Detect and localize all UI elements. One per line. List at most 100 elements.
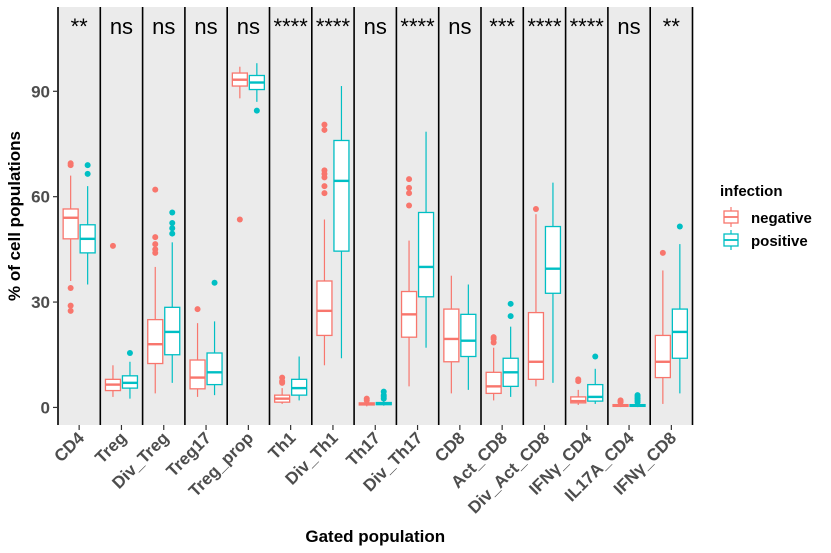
outlier-point: [406, 176, 413, 183]
significance-label: ****: [274, 14, 309, 39]
outlier-point: [676, 223, 683, 230]
positive-box-IFNγ_CD8: [671, 223, 688, 394]
outlier-point: [84, 162, 91, 169]
negative-box-Act_CD8: [485, 334, 502, 401]
x-axis-title: Gated population: [305, 527, 445, 546]
outlier-point: [380, 395, 387, 402]
y-axis-title: % of cell populations: [5, 131, 24, 301]
negative-box-CD4: [62, 160, 79, 314]
positive-box-Treg_prop: [248, 63, 266, 114]
positive-box-CD8: [460, 284, 477, 390]
outlier-point: [659, 249, 666, 256]
significance-label: ns: [448, 14, 471, 39]
panel-background: [481, 7, 524, 425]
outlier-point: [634, 399, 641, 406]
outlier-point: [321, 121, 328, 128]
positive-box-Div_Treg: [164, 209, 181, 383]
box-body: [570, 396, 587, 404]
positive-box-IL17A_CD4: [629, 392, 646, 408]
panel-background: [227, 7, 270, 425]
negative-box-Treg17: [189, 306, 206, 397]
positive-box-IFNγ_CD4: [587, 353, 604, 404]
outlier-point: [152, 186, 159, 193]
legend-title: infection: [720, 183, 783, 200]
negative-box-Treg: [104, 242, 122, 397]
box-body: [206, 352, 223, 386]
box-body: [527, 311, 545, 380]
positive-box-Treg: [121, 349, 139, 399]
panel-background: [269, 7, 312, 425]
significance-label: ****: [570, 14, 605, 39]
outlier-point: [507, 300, 514, 307]
outlier-point: [592, 353, 599, 360]
box-body: [654, 334, 671, 379]
legend-label-negative: negative: [751, 210, 812, 227]
outlier-point: [67, 307, 74, 314]
negative-box-Treg_prop: [231, 66, 249, 223]
outlier-point: [236, 216, 243, 223]
box-body: [316, 280, 333, 337]
significance-label: ns: [617, 14, 640, 39]
outlier-point: [67, 285, 74, 292]
outlier-point: [211, 279, 218, 286]
outlier-point: [169, 220, 176, 227]
facet-panels: ** ns ns ns ns **** **** ns **** ns *** **** **** ns *…: [57, 7, 694, 425]
outlier-point: [67, 162, 74, 169]
negative-box-Div_Th1: [316, 121, 333, 366]
negative-box-CD8: [443, 275, 460, 394]
outlier-point: [321, 174, 328, 181]
positive-box-Div_Th1: [333, 86, 350, 359]
negative-box-IFNγ_CD4: [570, 376, 587, 405]
panel-background: [565, 7, 608, 425]
outlier-point: [617, 399, 624, 406]
y-tick-label: 90: [31, 82, 50, 101]
positive-box-Div_Act_CD8: [544, 182, 562, 383]
positive-box-Th1: [290, 356, 308, 401]
outlier-point: [575, 378, 582, 385]
panel-background: [100, 7, 143, 425]
x-tick-label: CD4: [50, 428, 88, 466]
negative-box-IL17A_CD4: [612, 397, 629, 408]
outlier-point: [152, 249, 159, 256]
negative-box-IFNγ_CD8: [654, 249, 671, 404]
positive-box-Th17: [375, 388, 392, 406]
y-axis: 0 30 60 90: [31, 82, 58, 417]
outlier-point: [152, 241, 159, 248]
significance-label: ****: [316, 14, 351, 39]
box-body: [544, 225, 562, 294]
negative-box-Th17: [358, 395, 375, 407]
box-body: [460, 313, 477, 358]
outlier-point: [169, 225, 176, 232]
panel-background: [354, 7, 397, 425]
box-body: [417, 211, 435, 298]
box-body: [333, 139, 350, 252]
negative-box-Div_Th17: [400, 176, 418, 387]
significance-label: ns: [364, 14, 387, 39]
outlier-point: [253, 107, 260, 114]
negative-box-Div_Treg: [147, 186, 164, 394]
significance-label: ****: [527, 14, 562, 39]
outlier-point: [321, 190, 328, 197]
significance-label: **: [663, 14, 681, 39]
legend-label-positive: positive: [751, 233, 808, 250]
outlier-point: [152, 234, 159, 241]
y-tick-label: 60: [31, 188, 50, 207]
box-body: [485, 371, 502, 395]
outlier-point: [321, 126, 328, 133]
significance-label: ****: [400, 14, 435, 39]
legend-key-positive: [720, 229, 742, 251]
outlier-point: [194, 306, 201, 313]
significance-label: ns: [194, 14, 217, 39]
legend-key-negative: [720, 206, 742, 228]
outlier-point: [84, 170, 91, 177]
significance-label: **: [71, 14, 89, 39]
outlier-point: [507, 313, 514, 320]
significance-label: ns: [110, 14, 133, 39]
outlier-point: [406, 184, 413, 191]
positive-box-Treg17: [206, 279, 223, 396]
outlier-point: [169, 230, 176, 237]
outlier-point: [126, 349, 133, 356]
outlier-point: [406, 202, 413, 209]
box-body: [189, 359, 206, 390]
